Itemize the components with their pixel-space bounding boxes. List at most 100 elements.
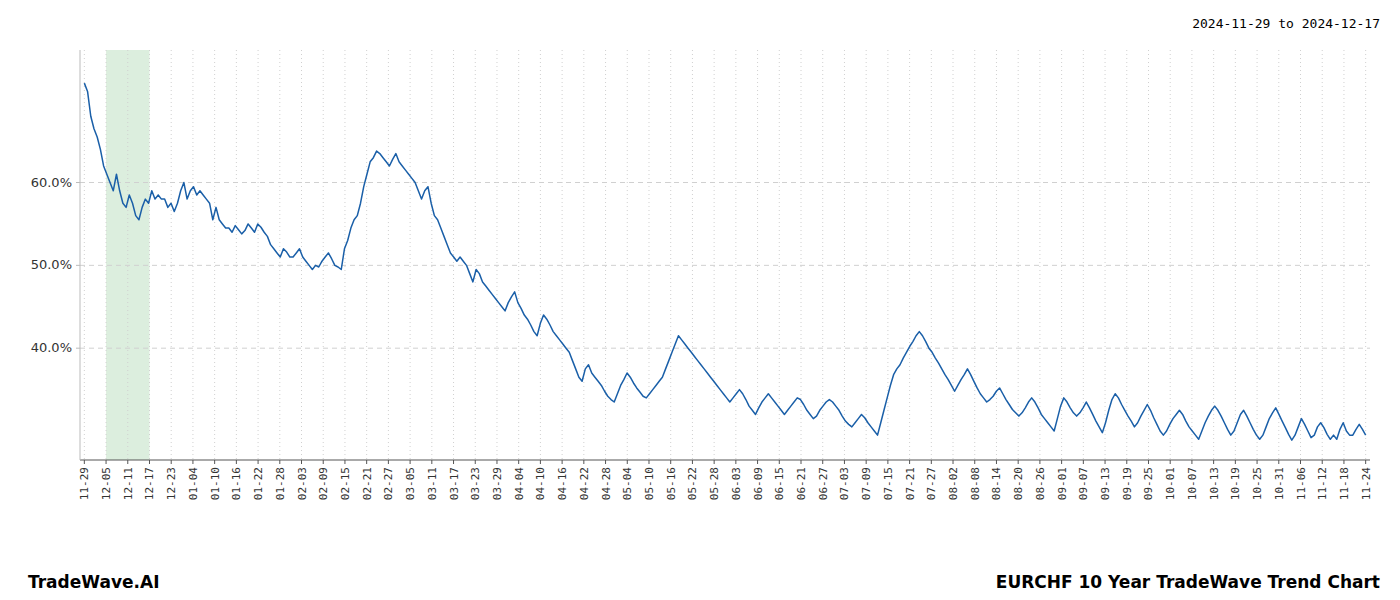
highlight-band	[106, 50, 149, 460]
x-grid-line	[388, 50, 389, 460]
x-tick-label: 04-16	[556, 467, 569, 500]
x-tick	[475, 460, 476, 464]
x-tick	[344, 460, 345, 464]
x-tick-label: 04-04	[513, 467, 526, 500]
y-tick	[76, 182, 80, 183]
y-grid-line	[80, 182, 1370, 183]
y-tick-label: 60.0%	[31, 175, 72, 190]
x-tick-label: 10-01	[1164, 467, 1177, 500]
x-grid-line	[84, 50, 85, 460]
x-tick	[735, 460, 736, 464]
x-tick	[1191, 460, 1192, 464]
x-grid-line	[692, 50, 693, 460]
x-grid-line	[996, 50, 997, 460]
x-tick	[1365, 460, 1366, 464]
x-tick	[1018, 460, 1019, 464]
x-tick-label: 04-10	[534, 467, 547, 500]
x-tick	[974, 460, 975, 464]
x-grid-line	[149, 50, 150, 460]
x-tick	[323, 460, 324, 464]
annotation: TradeWave.AI	[28, 572, 159, 592]
x-tick	[562, 460, 563, 464]
x-grid-line	[323, 50, 324, 460]
x-grid-line	[822, 50, 823, 460]
x-tick	[1083, 460, 1084, 464]
x-tick	[1105, 460, 1106, 464]
x-grid-line	[171, 50, 172, 460]
x-tick-label: 06-21	[795, 467, 808, 500]
x-tick-label: 01-22	[252, 467, 265, 500]
x-tick	[866, 460, 867, 464]
x-tick	[171, 460, 172, 464]
x-grid-line	[866, 50, 867, 460]
x-tick-label: 02-15	[339, 467, 352, 500]
x-grid-line	[1126, 50, 1127, 460]
x-tick	[410, 460, 411, 464]
x-grid-line	[1061, 50, 1062, 460]
y-grid-line	[80, 348, 1370, 349]
x-tick	[1300, 460, 1301, 464]
x-grid-line	[1105, 50, 1106, 460]
x-tick	[192, 460, 193, 464]
x-tick	[431, 460, 432, 464]
x-grid-line	[1170, 50, 1171, 460]
y-tick	[76, 348, 80, 349]
x-grid-line	[127, 50, 128, 460]
x-grid-line	[909, 50, 910, 460]
x-tick-label: 01-16	[230, 467, 243, 500]
x-tick	[779, 460, 780, 464]
x-tick-label: 03-29	[491, 467, 504, 500]
x-tick-label: 10-31	[1273, 467, 1286, 500]
x-axis-line	[80, 460, 1370, 461]
x-grid-line	[1257, 50, 1258, 460]
x-tick-label: 05-10	[643, 467, 656, 500]
x-tick	[84, 460, 85, 464]
x-grid-line	[1083, 50, 1084, 460]
x-grid-line	[648, 50, 649, 460]
x-grid-line	[258, 50, 259, 460]
plot-area	[84, 83, 1365, 440]
x-tick-label: 07-03	[838, 467, 851, 500]
x-tick-label: 09-01	[1056, 467, 1069, 500]
x-tick	[909, 460, 910, 464]
x-grid-line	[627, 50, 628, 460]
x-tick-label: 08-20	[1012, 467, 1025, 500]
x-tick	[887, 460, 888, 464]
x-grid-line	[1235, 50, 1236, 460]
x-grid-line	[366, 50, 367, 460]
x-grid-line	[1018, 50, 1019, 460]
x-tick-label: 07-09	[860, 467, 873, 500]
x-tick	[1235, 460, 1236, 464]
x-tick-label: 02-03	[296, 467, 309, 500]
x-grid-line	[670, 50, 671, 460]
x-tick-label: 06-27	[817, 467, 830, 500]
x-tick	[453, 460, 454, 464]
x-tick-label: 04-28	[600, 467, 613, 500]
x-grid-line	[953, 50, 954, 460]
x-tick-label: 05-22	[686, 467, 699, 500]
x-tick-label: 04-22	[578, 467, 591, 500]
x-grid-line	[540, 50, 541, 460]
x-tick	[996, 460, 997, 464]
x-tick-label: 03-23	[469, 467, 482, 500]
x-tick	[496, 460, 497, 464]
x-grid-line	[562, 50, 563, 460]
x-tick	[258, 460, 259, 464]
x-tick	[279, 460, 280, 464]
x-tick-label: 01-04	[187, 467, 200, 500]
x-grid-line	[583, 50, 584, 460]
x-tick-label: 10-19	[1229, 467, 1242, 500]
x-tick	[214, 460, 215, 464]
x-tick-label: 11-12	[1316, 467, 1329, 500]
x-tick	[366, 460, 367, 464]
x-tick	[605, 460, 606, 464]
x-tick	[648, 460, 649, 464]
x-tick	[301, 460, 302, 464]
x-tick	[1213, 460, 1214, 464]
x-grid-line	[801, 50, 802, 460]
x-tick-label: 01-28	[274, 467, 287, 500]
x-tick-label: 09-13	[1099, 467, 1112, 500]
x-tick	[714, 460, 715, 464]
x-tick-label: 02-27	[382, 467, 395, 500]
x-grid-line	[453, 50, 454, 460]
